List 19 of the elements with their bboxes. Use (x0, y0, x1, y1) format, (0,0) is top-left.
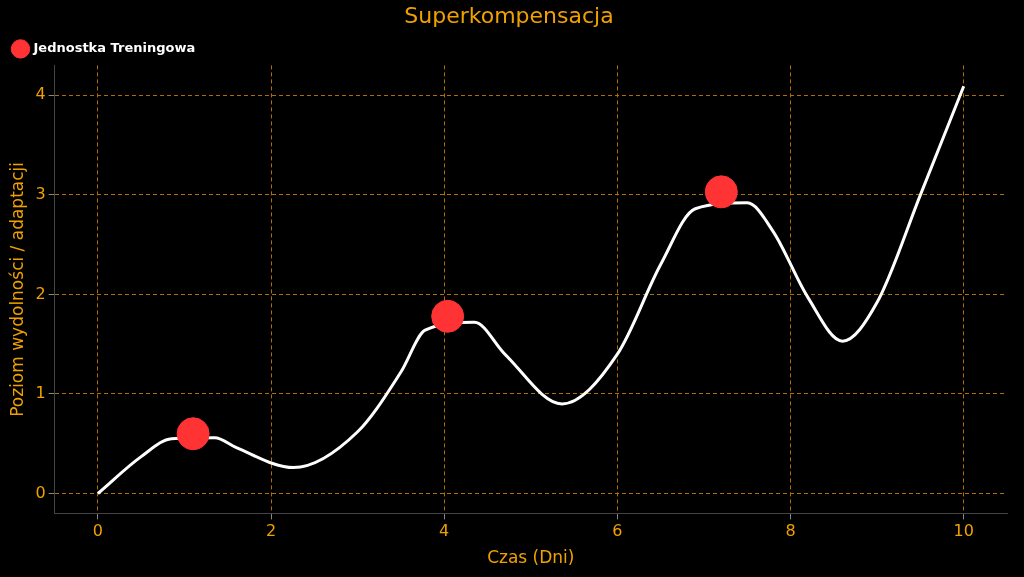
point (176, 417, 210, 451)
x-tick-label: 2 (265, 521, 277, 541)
x-tick-label: 6 (612, 521, 623, 541)
y-tick-label: 2 (35, 283, 46, 303)
x-axis-title: Czas (Dni) (487, 547, 575, 568)
line-series (96, 84, 966, 495)
x-tick-label: 4 (439, 521, 450, 541)
y-axis-title: Poziom wydolności / adaptacji (6, 161, 27, 417)
chart-title: Superkompensacja (404, 2, 614, 28)
y-tick-label: 4 (35, 84, 46, 104)
y-tick-label: 3 (35, 183, 46, 203)
x-tick-label: 10 (953, 521, 974, 541)
x-tick-label: 0 (92, 521, 103, 541)
legend-label: Jednostka Treningowa (32, 40, 196, 56)
point (704, 175, 738, 209)
point (431, 299, 465, 333)
y-tick-label: 1 (35, 383, 46, 403)
x-tick-label: 8 (785, 521, 796, 541)
y-tick-label: 0 (35, 482, 46, 502)
